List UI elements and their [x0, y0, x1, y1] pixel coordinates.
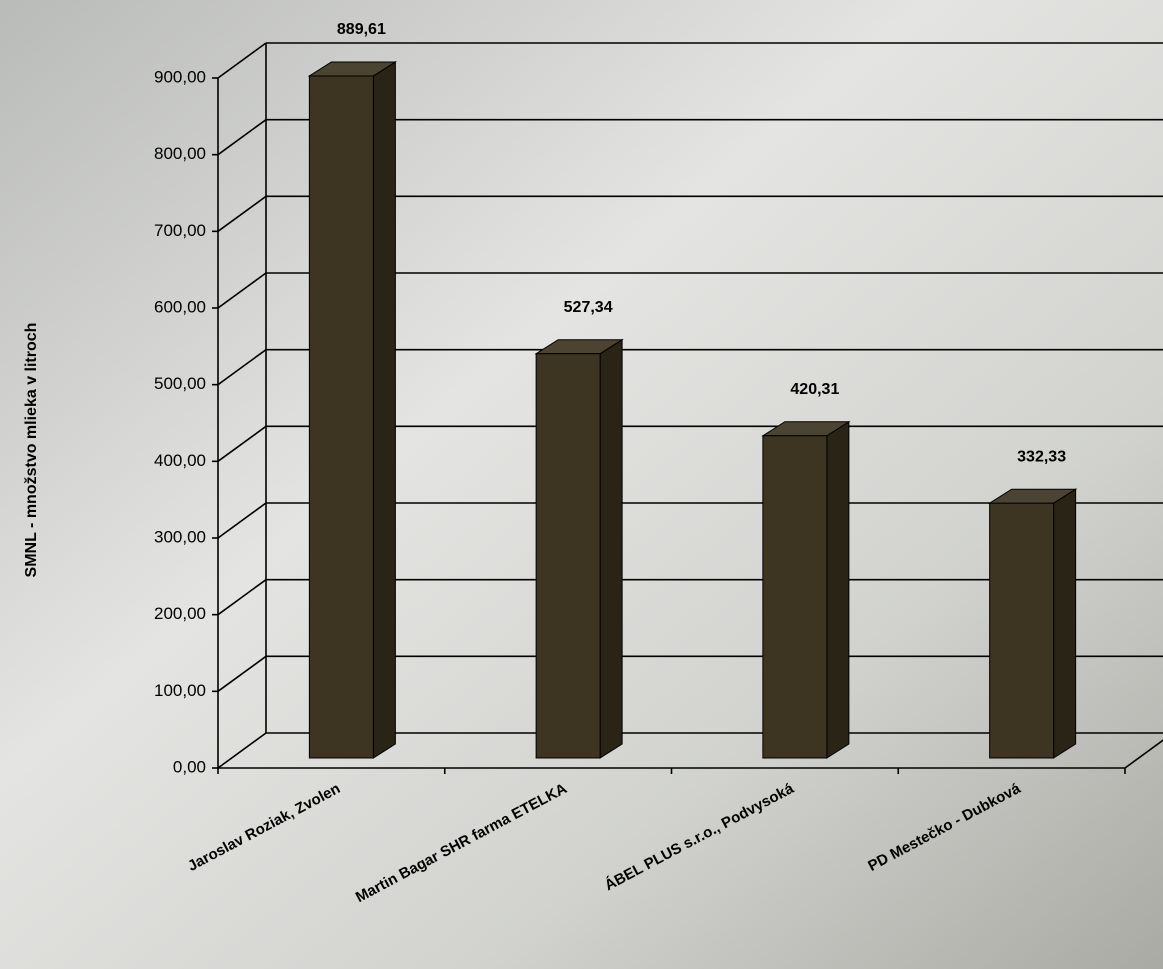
- bar: [762, 435, 828, 759]
- grid-line: [217, 425, 267, 462]
- value-label: 420,31: [790, 381, 839, 398]
- grid-line: [217, 732, 267, 769]
- y-tick-label: 200,00: [154, 604, 206, 623]
- value-label: 889,61: [337, 21, 386, 38]
- y-tick-label: 300,00: [154, 527, 206, 546]
- y-tick-label: 600,00: [154, 297, 206, 316]
- y-tick-label: 100,00: [154, 681, 206, 700]
- grid-line: [217, 195, 267, 232]
- grid-line: [217, 655, 267, 692]
- bar: [989, 502, 1055, 759]
- y-tick-label: 0,00: [173, 757, 206, 776]
- y-tick-label: 500,00: [154, 374, 206, 393]
- grid-line: [217, 119, 267, 156]
- bar-side: [1053, 488, 1077, 759]
- bar-side: [599, 338, 623, 759]
- bar: [308, 75, 374, 759]
- grid-line: [217, 502, 267, 539]
- value-label: 527,34: [564, 299, 613, 316]
- floor-edge: [1124, 739, 1163, 769]
- grid-line: [217, 349, 267, 386]
- value-label: 332,33: [1017, 448, 1066, 465]
- bar: [535, 353, 601, 759]
- grid-line: [217, 272, 267, 309]
- y-tick-label: 700,00: [154, 221, 206, 240]
- y-tick-label: 800,00: [154, 144, 206, 163]
- bar-side: [372, 61, 396, 759]
- grid-line: [217, 579, 267, 616]
- grid-line: [217, 42, 267, 79]
- bar-side: [826, 420, 850, 759]
- y-tick-label: 400,00: [154, 451, 206, 470]
- y-axis-label: SMNL - množstvo mlieka v litroch: [23, 323, 40, 578]
- y-tick-label: 900,00: [154, 67, 206, 86]
